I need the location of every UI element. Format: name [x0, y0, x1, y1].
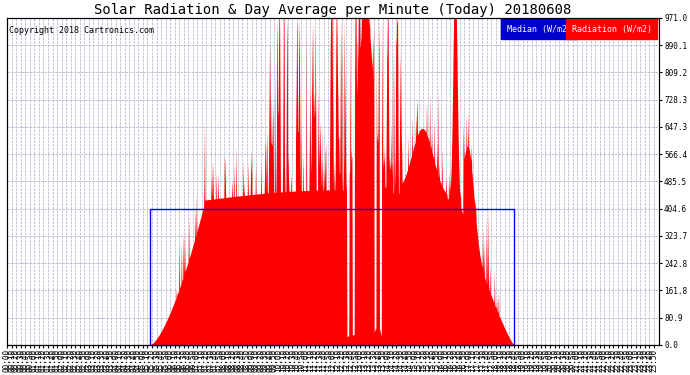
- Legend: Median (W/m2), Radiation (W/m2): Median (W/m2), Radiation (W/m2): [504, 22, 654, 36]
- Text: Median (W/m2): Median (W/m2): [591, 21, 656, 30]
- Title: Solar Radiation & Day Average per Minute (Today) 20180608: Solar Radiation & Day Average per Minute…: [95, 3, 571, 17]
- Bar: [150, 209, 514, 345]
- Text: Copyright 2018 Cartronics.com: Copyright 2018 Cartronics.com: [8, 26, 154, 35]
